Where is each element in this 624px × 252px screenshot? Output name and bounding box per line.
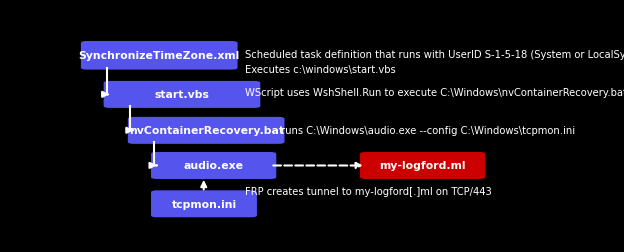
Text: start.vbs: start.vbs <box>155 90 210 100</box>
FancyBboxPatch shape <box>151 152 276 179</box>
Text: audio.exe: audio.exe <box>183 161 243 171</box>
Text: SynchronizeTimeZone.xml: SynchronizeTimeZone.xml <box>79 51 240 61</box>
FancyBboxPatch shape <box>151 191 257 217</box>
FancyBboxPatch shape <box>128 117 285 144</box>
FancyBboxPatch shape <box>360 152 485 179</box>
Text: Scheduled task definition that runs with UserID S-1-5-18 (System or LocalSystem): Scheduled task definition that runs with… <box>245 50 624 75</box>
Text: WScript uses WshShell.Run to execute C:\Windows\nvContainerRecovery.bat: WScript uses WshShell.Run to execute C:\… <box>245 87 624 97</box>
FancyBboxPatch shape <box>104 82 260 109</box>
Text: runs C:\Windows\audio.exe --config C:\Windows\tcpmon.ini: runs C:\Windows\audio.exe --config C:\Wi… <box>281 125 575 135</box>
Text: nvContainerRecovery.bat: nvContainerRecovery.bat <box>129 126 284 136</box>
Text: tcpmon.ini: tcpmon.ini <box>172 199 236 209</box>
Text: my-logford.ml: my-logford.ml <box>379 161 466 171</box>
Text: FRP creates tunnel to my-logford[.]ml on TCP/443: FRP creates tunnel to my-logford[.]ml on… <box>245 186 492 196</box>
FancyBboxPatch shape <box>81 42 238 70</box>
